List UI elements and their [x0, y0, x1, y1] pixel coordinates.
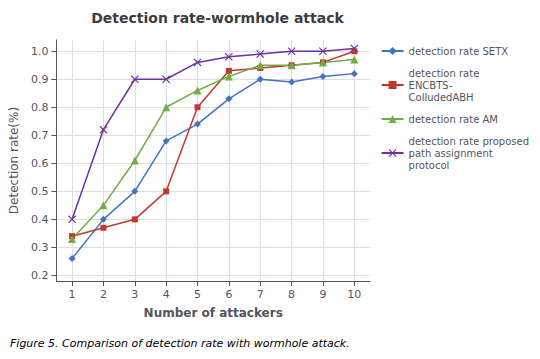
svg-text:0.8: 0.8 [31, 101, 49, 114]
svg-text:0.9: 0.9 [31, 73, 49, 86]
svg-text:0.7: 0.7 [31, 129, 49, 142]
svg-text:ENCBTS-: ENCBTS- [409, 80, 453, 91]
svg-text:ColludedABH: ColludedABH [409, 92, 474, 103]
svg-text:protocol: protocol [409, 160, 450, 171]
svg-text:7: 7 [257, 288, 264, 301]
svg-text:0.3: 0.3 [31, 241, 49, 254]
svg-text:6: 6 [225, 288, 232, 301]
svg-text:Detection rate(%): Detection rate(%) [7, 107, 21, 214]
svg-text:0.6: 0.6 [31, 157, 49, 170]
svg-text:9: 9 [319, 288, 326, 301]
svg-text:2: 2 [100, 288, 107, 301]
svg-text:10: 10 [347, 288, 361, 301]
svg-text:4: 4 [163, 288, 170, 301]
svg-text:Number of attackers: Number of attackers [144, 306, 283, 320]
svg-text:3: 3 [131, 288, 138, 301]
svg-text:detection rate: detection rate [409, 68, 480, 79]
svg-text:5: 5 [194, 288, 201, 301]
svg-text:1: 1 [69, 288, 76, 301]
svg-text:8: 8 [288, 288, 295, 301]
svg-text:path assignment: path assignment [409, 148, 493, 159]
svg-text:detection rate AM: detection rate AM [409, 114, 498, 125]
svg-text:detection rate SETX: detection rate SETX [409, 46, 509, 57]
svg-text:0.5: 0.5 [31, 185, 49, 198]
svg-text:Figure 5. Comparison of detect: Figure 5. Comparison of detection rate w… [10, 337, 350, 350]
svg-text:Detection rate-wormhole attack: Detection rate-wormhole attack [91, 10, 344, 26]
svg-text:0.4: 0.4 [31, 213, 49, 226]
svg-text:0.2: 0.2 [31, 269, 49, 282]
svg-text:1.0: 1.0 [31, 45, 49, 58]
svg-text:detection rate proposed: detection rate proposed [409, 136, 529, 147]
